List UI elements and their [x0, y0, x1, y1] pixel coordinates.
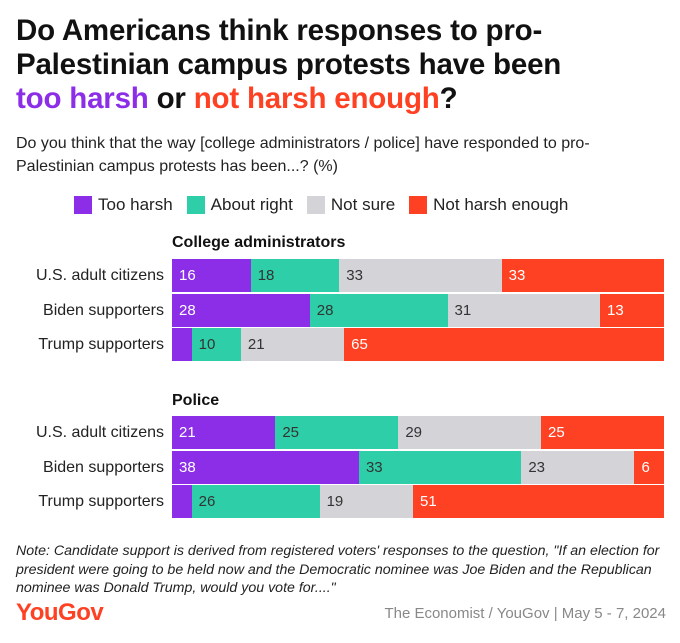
- legend-item-not-sure: Not sure: [306, 195, 396, 215]
- data-label: 33: [508, 267, 526, 284]
- row-label: U.S. adult citizens: [35, 267, 164, 284]
- legend: Too harsh About right Not sure Not harsh…: [74, 195, 568, 215]
- data-label: 65: [351, 336, 368, 353]
- bar-row: 28 28 31 13: [172, 293, 664, 327]
- title-line-2: Palestinian campus protests have been: [16, 48, 562, 81]
- legend-item-about-right: About right: [186, 195, 293, 215]
- bar-row: 10 21 65: [172, 328, 664, 361]
- data-label: 10: [198, 336, 216, 353]
- bar-segment-too-harsh: 16: [172, 259, 251, 292]
- title-line-3: too harsh or not harsh enough?: [16, 82, 666, 116]
- legend-swatch-not-harsh-enough: [409, 196, 428, 214]
- row-label: Biden supporters: [43, 458, 164, 476]
- bar-segment-not-harsh-enough: 25: [540, 416, 664, 449]
- yougov-logo: YouGov: [16, 599, 104, 626]
- title-highlight-too-harsh: too harsh: [16, 82, 149, 115]
- bar-segment-about-right: 18: [250, 259, 340, 292]
- bar-segment-about-right: 28: [309, 293, 448, 327]
- row-label: Biden supporters: [43, 301, 164, 319]
- bar-segment-not-sure: 21: [240, 328, 345, 361]
- bar-segment-too-harsh: 28: [172, 293, 310, 327]
- title-line-1: Do Americans think responses to pro-: [16, 14, 543, 47]
- bar-segment-not-harsh-enough: 65: [344, 328, 664, 361]
- row-label: Trump supporters: [38, 336, 164, 353]
- data-label: 23: [528, 458, 545, 476]
- bar-segment-not-sure: 29: [398, 416, 541, 449]
- data-label: 33: [346, 267, 363, 284]
- data-label: 19: [326, 493, 344, 510]
- bar-segment-not-sure: 23: [521, 450, 635, 484]
- title-or: or: [148, 82, 194, 115]
- data-label: 21: [179, 424, 196, 441]
- data-label: 18: [257, 267, 275, 284]
- bar-row: 38 33 23 6: [172, 450, 664, 484]
- bar-segment-not-harsh-enough: 13: [600, 293, 664, 327]
- legend-swatch-not-sure: [306, 196, 325, 214]
- title-highlight-not-harsh-enough: not harsh enough: [193, 82, 440, 115]
- data-label: 33: [365, 458, 383, 476]
- legend-label-too-harsh: Too harsh: [98, 195, 173, 214]
- bar-row: 16 18 33 33: [172, 259, 664, 292]
- bar-segment-about-right: 10: [191, 328, 241, 361]
- bar-segment-too-harsh: [172, 328, 192, 361]
- bar-segment-about-right: 25: [275, 416, 399, 449]
- group-title: College administrators: [172, 234, 346, 251]
- legend-label-about-right: About right: [210, 195, 293, 214]
- data-label: 21: [247, 336, 265, 353]
- bar-segment-not-harsh-enough: 51: [413, 485, 664, 518]
- row-label: U.S. adult citizens: [35, 424, 164, 441]
- bar-segment-not-harsh-enough: 6: [634, 450, 664, 484]
- group-title: Police: [172, 392, 220, 409]
- title-question-mark: ?: [439, 82, 458, 115]
- bar-segment-not-sure: 31: [447, 293, 601, 327]
- bar-segment-too-harsh: [172, 485, 192, 518]
- chart-title: Do Americans think responses to pro- Pal…: [16, 14, 666, 116]
- bar-row: 21 25 29 25: [172, 416, 664, 449]
- legend-swatch-too-harsh: [74, 196, 92, 214]
- legend-swatch-about-right: [186, 196, 205, 214]
- legend-item-not-harsh-enough: Not harsh enough: [409, 195, 568, 215]
- bar-segment-not-harsh-enough: 33: [501, 259, 664, 292]
- data-label: 38: [179, 458, 196, 476]
- bar-segment-too-harsh: 21: [172, 416, 276, 449]
- bar-segment-about-right: 33: [358, 450, 522, 484]
- data-label: 26: [198, 493, 216, 510]
- footnote: Note: Candidate support is derived from …: [16, 543, 660, 596]
- data-label: 16: [179, 267, 196, 284]
- legend-label-not-harsh-enough: Not harsh enough: [433, 195, 569, 214]
- bar-segment-not-sure: 33: [339, 259, 502, 292]
- legend-label-not-sure: Not sure: [330, 195, 396, 214]
- data-label: 25: [547, 424, 565, 441]
- data-label: 25: [282, 424, 299, 441]
- data-label: 29: [405, 424, 422, 441]
- bar-segment-about-right: 26: [191, 485, 320, 518]
- source-credit: The Economist / YouGov | May 5 - 7, 2024: [384, 605, 666, 622]
- data-label: 28: [179, 301, 196, 319]
- data-label: 51: [420, 493, 437, 510]
- bar-segment-not-sure: 19: [319, 485, 414, 518]
- row-label: Trump supporters: [38, 493, 164, 510]
- data-label: 28: [316, 301, 334, 319]
- data-label: 31: [454, 301, 472, 319]
- legend-item-too-harsh: Too harsh: [74, 195, 173, 215]
- bar-segment-too-harsh: 38: [172, 450, 359, 484]
- data-label: 6: [641, 458, 650, 476]
- chart-subtitle: Do you think that the way [college admin…: [16, 135, 590, 175]
- bar-row: 26 19 51: [172, 485, 664, 518]
- data-label: 13: [607, 301, 624, 319]
